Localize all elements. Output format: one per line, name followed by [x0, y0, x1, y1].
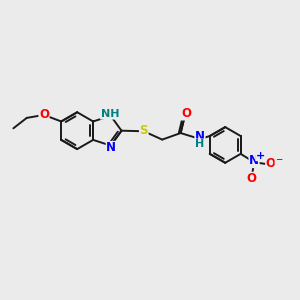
- Text: H: H: [195, 139, 204, 149]
- Text: +: +: [256, 151, 265, 160]
- Text: O: O: [247, 172, 257, 185]
- Text: O: O: [266, 157, 276, 170]
- Text: N: N: [106, 142, 116, 154]
- Text: S: S: [140, 124, 148, 137]
- Text: N: N: [195, 130, 205, 142]
- Text: ⁻: ⁻: [275, 154, 283, 169]
- Text: O: O: [39, 108, 49, 122]
- Text: N: N: [249, 154, 259, 167]
- Text: O: O: [181, 107, 191, 120]
- Text: NH: NH: [100, 109, 119, 119]
